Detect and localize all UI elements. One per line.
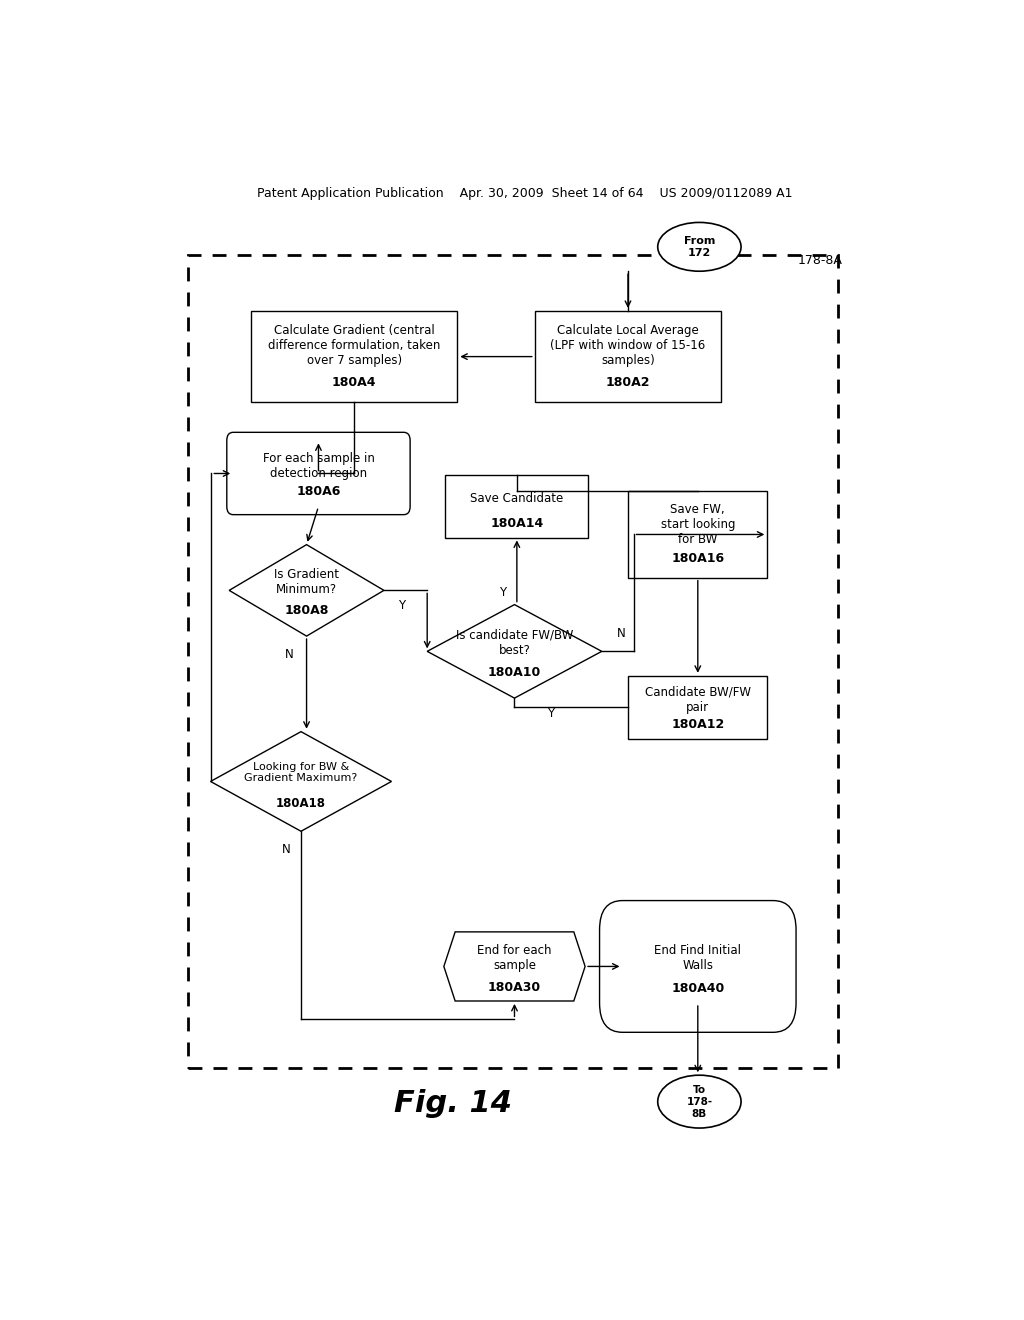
Polygon shape xyxy=(443,932,585,1001)
Bar xyxy=(251,312,458,403)
Text: Is candidate FW/BW
best?: Is candidate FW/BW best? xyxy=(456,628,573,657)
Polygon shape xyxy=(211,731,391,832)
Text: Calculate Local Average
(LPF with window of 15-16
samples): Calculate Local Average (LPF with window… xyxy=(550,325,706,367)
FancyBboxPatch shape xyxy=(600,900,796,1032)
Text: End for each
sample: End for each sample xyxy=(477,944,552,972)
Text: 180A10: 180A10 xyxy=(487,665,541,678)
Text: Save Candidate: Save Candidate xyxy=(470,492,563,506)
Text: 180A30: 180A30 xyxy=(487,981,541,994)
Text: To: To xyxy=(693,1085,706,1096)
Bar xyxy=(535,312,721,403)
Text: 178-: 178- xyxy=(686,1097,713,1106)
Text: End Find Initial
Walls: End Find Initial Walls xyxy=(654,944,741,972)
Text: Fig. 14: Fig. 14 xyxy=(394,1089,512,1118)
Bar xyxy=(445,474,589,537)
Text: 180A40: 180A40 xyxy=(671,982,724,995)
Text: 180A2: 180A2 xyxy=(606,376,650,388)
Text: 180A4: 180A4 xyxy=(332,376,377,388)
Text: 180A18: 180A18 xyxy=(276,797,326,810)
Text: For each sample in
detection region: For each sample in detection region xyxy=(262,451,375,479)
Ellipse shape xyxy=(657,1076,741,1129)
Text: Calculate Gradient (central
difference formulation, taken
over 7 samples): Calculate Gradient (central difference f… xyxy=(268,325,440,367)
Text: 178-8A: 178-8A xyxy=(798,253,843,267)
Text: 8B: 8B xyxy=(692,1109,707,1119)
FancyBboxPatch shape xyxy=(226,433,411,515)
Bar xyxy=(629,491,767,578)
Ellipse shape xyxy=(657,223,741,271)
Text: N: N xyxy=(617,627,626,640)
Text: 180A12: 180A12 xyxy=(671,718,724,731)
Text: 180A14: 180A14 xyxy=(490,517,544,531)
Text: 180A6: 180A6 xyxy=(296,486,341,499)
Text: Looking for BW &
Gradient Maximum?: Looking for BW & Gradient Maximum? xyxy=(245,762,357,783)
Text: 180A8: 180A8 xyxy=(285,605,329,618)
Text: 180A16: 180A16 xyxy=(672,552,724,565)
Polygon shape xyxy=(427,605,602,698)
Text: Y: Y xyxy=(547,706,554,719)
Text: Is Gradient
Minimum?: Is Gradient Minimum? xyxy=(274,568,339,597)
Text: N: N xyxy=(283,843,291,857)
Text: From: From xyxy=(684,236,715,246)
Text: Y: Y xyxy=(499,586,506,599)
Text: Y: Y xyxy=(398,599,404,612)
Polygon shape xyxy=(229,545,384,636)
Text: Candidate BW/FW
pair: Candidate BW/FW pair xyxy=(645,685,751,714)
Text: Patent Application Publication    Apr. 30, 2009  Sheet 14 of 64    US 2009/01120: Patent Application Publication Apr. 30, … xyxy=(257,187,793,201)
Text: 172: 172 xyxy=(688,248,711,257)
Bar xyxy=(629,676,767,739)
Text: N: N xyxy=(285,648,294,661)
Bar xyxy=(187,255,839,1068)
Text: Save FW,
start looking
for BW: Save FW, start looking for BW xyxy=(660,503,735,545)
